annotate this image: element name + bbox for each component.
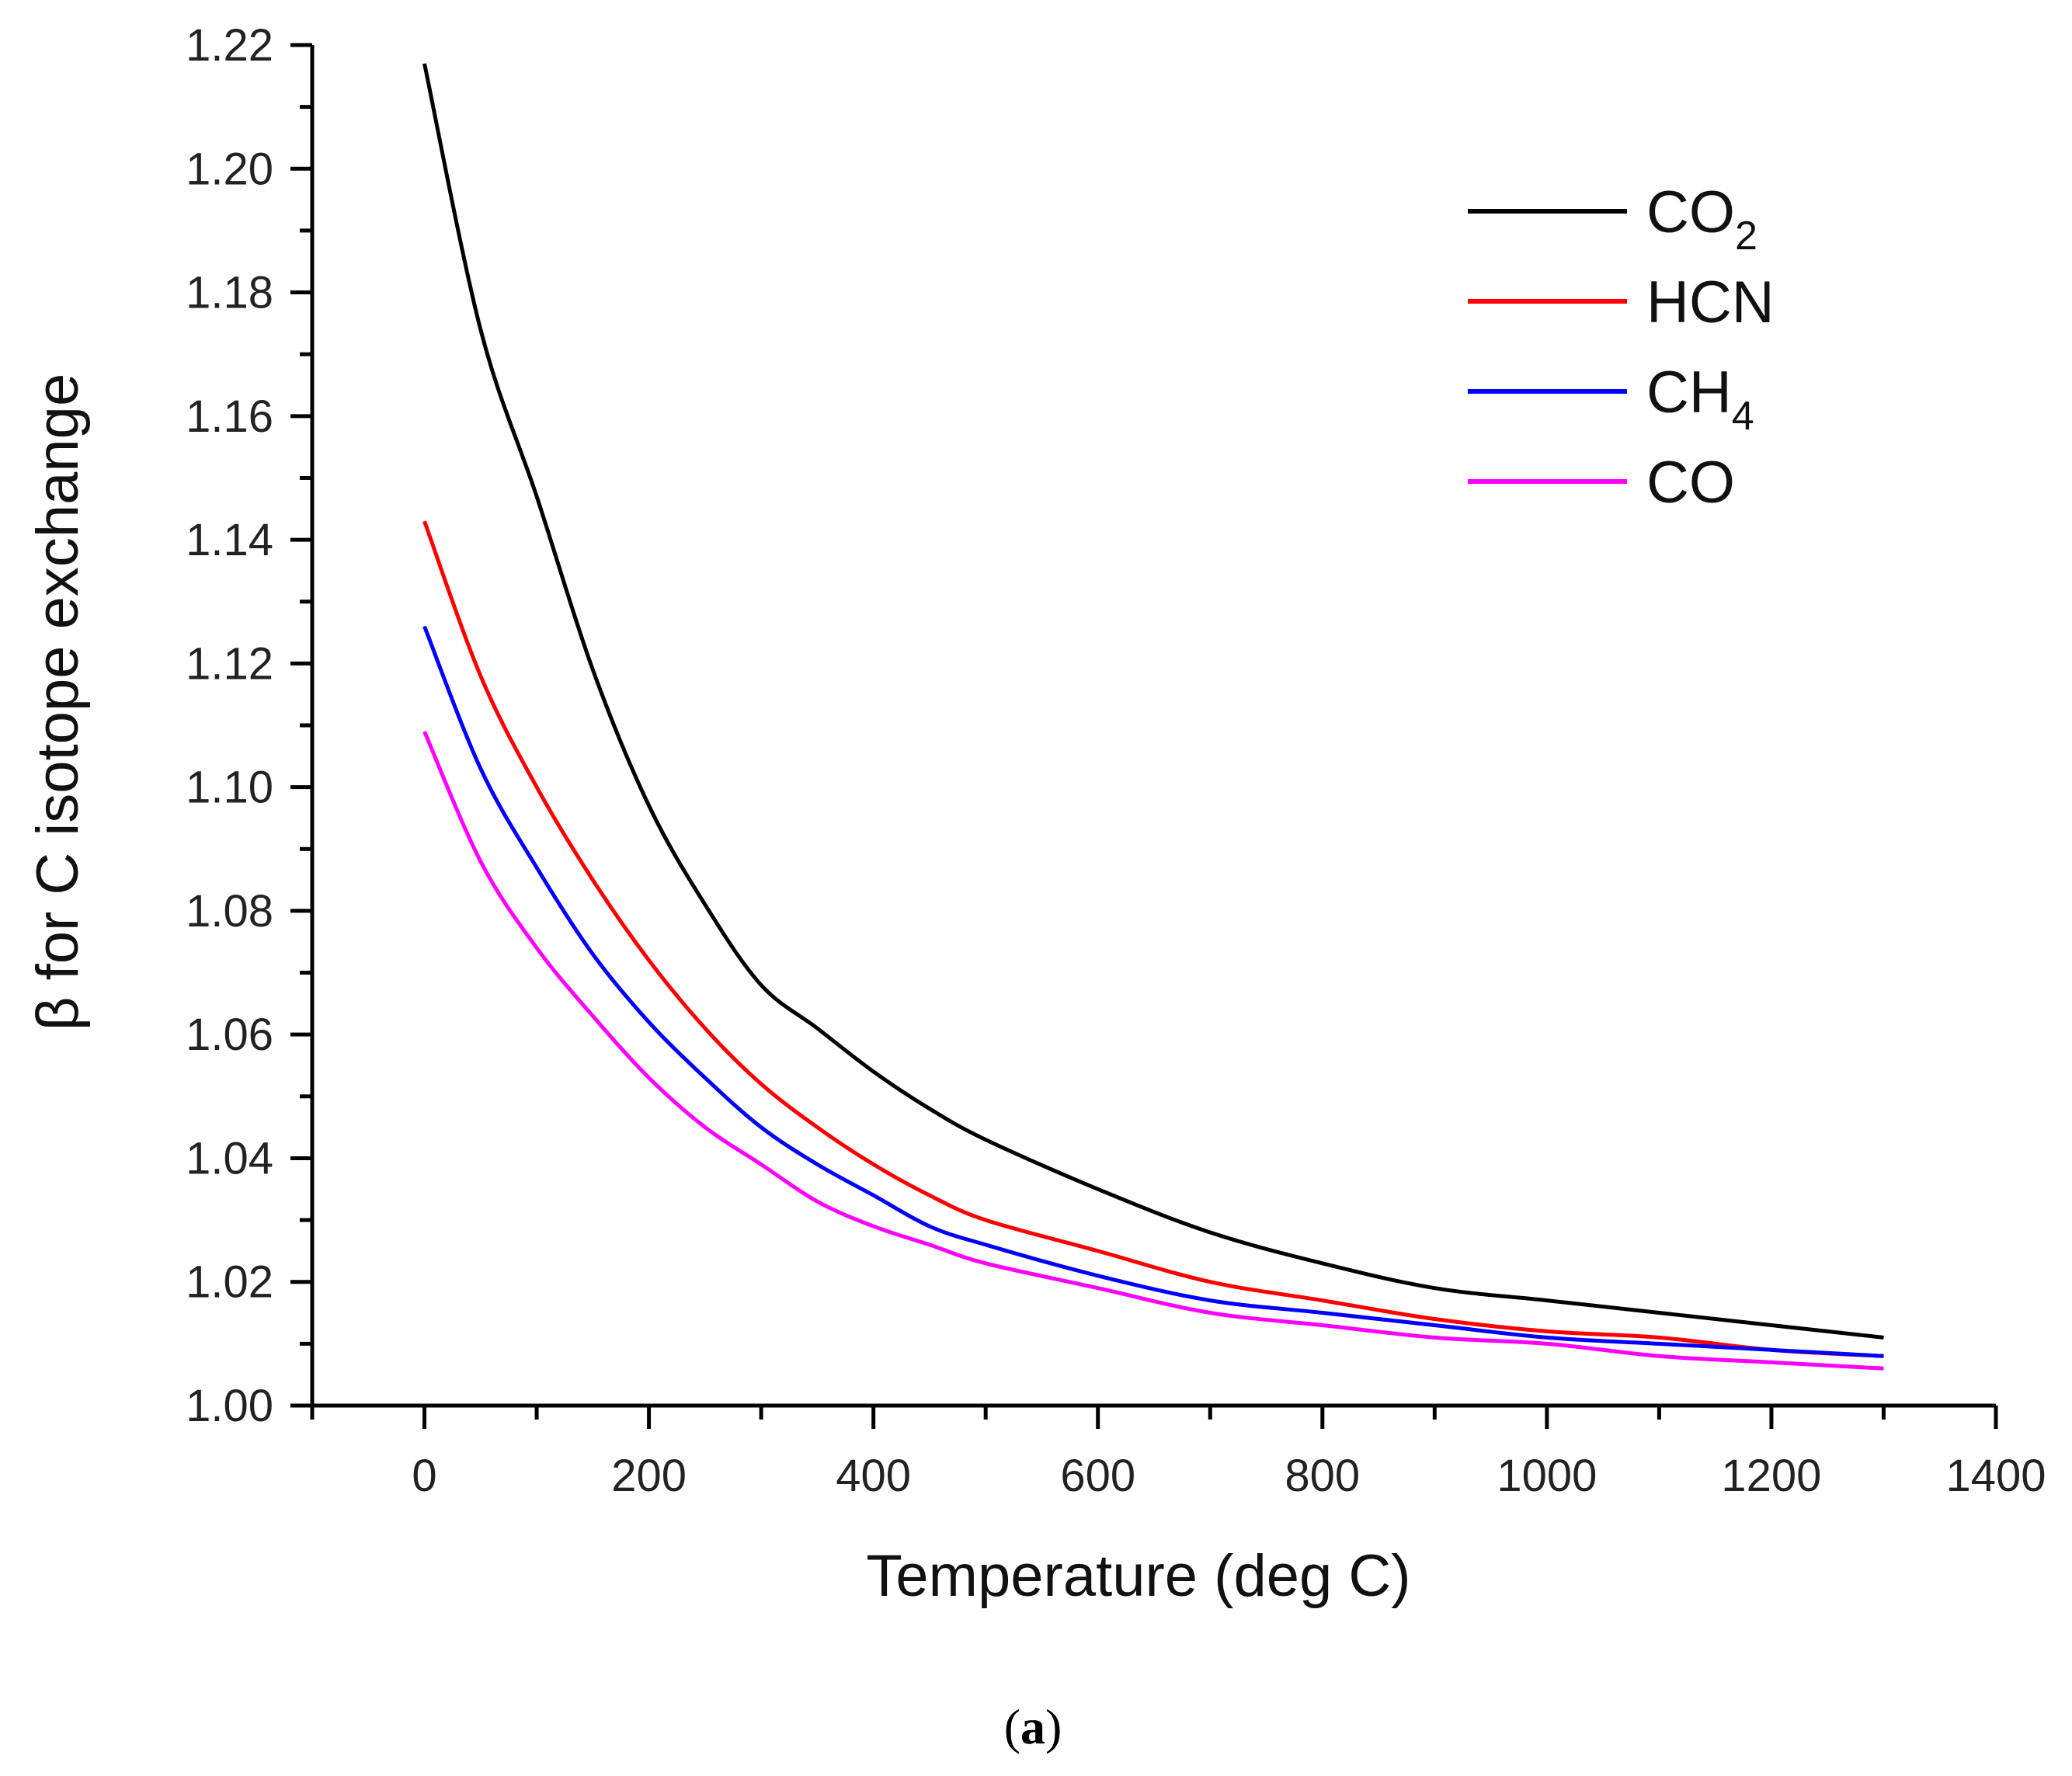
x-tick-labels: 0 200 400 600 800 1000 1200 1400 <box>412 1451 2046 1501</box>
figure-caption: (a) <box>1004 1699 1062 1754</box>
y-axis-title: β for C isotope exchange <box>25 374 91 1030</box>
series-line-co <box>422 731 1884 1371</box>
series-layer <box>422 63 1884 1371</box>
x-tick-label: 1000 <box>1497 1451 1597 1501</box>
y-tick-label: 1.02 <box>186 1257 273 1308</box>
y-tick-label: 1.08 <box>186 886 273 937</box>
x-tick-label: 400 <box>836 1451 911 1501</box>
y-tick-label: 1.22 <box>186 20 273 71</box>
series-line-co2 <box>422 63 1884 1340</box>
legend-label: CO2 <box>1646 179 1757 259</box>
x-tick-label: 800 <box>1285 1451 1360 1501</box>
y-tick-label: 1.04 <box>186 1133 273 1183</box>
x-tick-label: 1400 <box>1945 1451 2046 1501</box>
series-line-ch4 <box>422 625 1884 1358</box>
legend-label: HCN <box>1646 269 1775 335</box>
y-tick-label: 1.20 <box>186 144 273 194</box>
y-tick-label: 1.10 <box>186 763 273 813</box>
x-tick-label: 0 <box>412 1451 436 1501</box>
y-tick-label: 1.14 <box>186 515 273 565</box>
legend-label: CH4 <box>1646 360 1754 439</box>
legend-label: CO <box>1646 450 1735 516</box>
y-tick-labels: 1.00 1.02 1.04 1.06 1.08 1.10 1.12 1.14 1.16 1.18… <box>186 20 273 1431</box>
x-tick-label: 600 <box>1060 1451 1135 1501</box>
y-tick-label: 1.06 <box>186 1010 273 1060</box>
series-line-hcn <box>422 520 1884 1358</box>
y-tick-label: 1.16 <box>186 391 273 442</box>
x-axis-title: Temperature (deg C) <box>866 1543 1410 1609</box>
axis-ticks <box>290 43 1998 1429</box>
legend: CO2 HCN CH4 CO <box>1468 179 1775 516</box>
x-tick-label: 200 <box>611 1451 687 1501</box>
y-tick-label: 1.12 <box>186 638 273 689</box>
x-tick-label: 1200 <box>1721 1451 1821 1501</box>
y-tick-label: 1.00 <box>186 1381 273 1431</box>
y-tick-label: 1.18 <box>186 268 273 318</box>
